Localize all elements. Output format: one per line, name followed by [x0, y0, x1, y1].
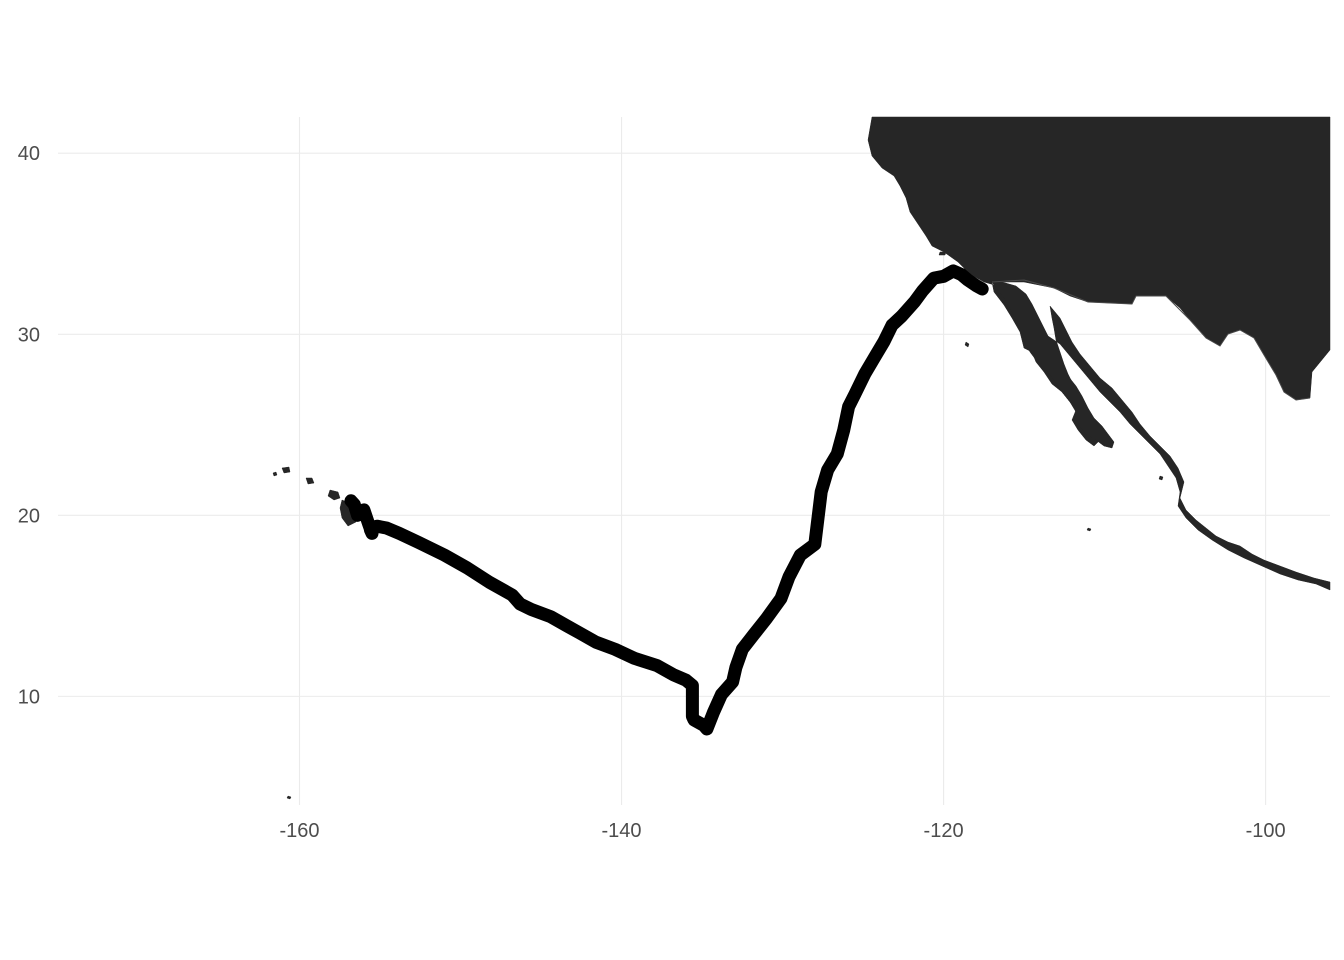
mainland-north-america [867, 116, 1331, 591]
hawaii-kauai [281, 466, 291, 474]
baja-california [991, 281, 1115, 449]
hawaii-maui [327, 489, 341, 501]
x-axis: -160 -140 -120 -100 [280, 820, 1286, 842]
x-tick-label-0: -160 [280, 820, 320, 842]
y-axis: 10 20 30 40 [18, 143, 40, 708]
y-tick-label-1: 20 [18, 505, 40, 527]
route-track [344, 264, 989, 736]
hawaii-niihau [272, 471, 278, 477]
tres-marias-island [1158, 475, 1164, 481]
route-polyline [344, 264, 989, 736]
y-tick-label-0: 10 [18, 686, 40, 708]
revillagigedo-island [1086, 527, 1092, 532]
y-tick-label-2: 30 [18, 324, 40, 346]
channel-island [938, 251, 947, 256]
x-tick-label-1: -140 [602, 820, 642, 842]
x-tick-label-3: -100 [1246, 820, 1286, 842]
y-tick-label-3: 40 [18, 143, 40, 165]
guadalupe-island [964, 341, 970, 348]
palmyra-island [286, 795, 292, 800]
hawaii-oahu [305, 477, 315, 485]
x-tick-label-2: -120 [924, 820, 964, 842]
us-mexico-border [991, 279, 1311, 401]
